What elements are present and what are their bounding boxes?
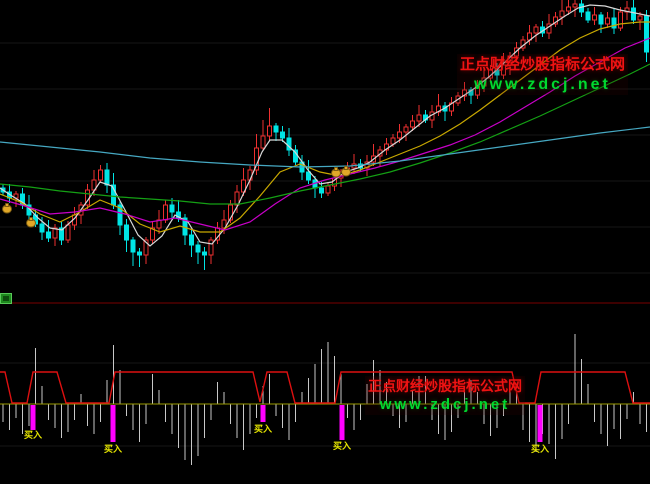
money-bag-icon [341,166,351,177]
money-bag-icon [331,167,341,178]
money-bag-icon [26,217,36,228]
ma-cyan [0,126,650,168]
ma-yellow [0,21,650,233]
ma-green [0,63,650,205]
buy-label: 买入 [254,424,272,434]
buy-label: 买入 [333,441,351,451]
buy-label: 买入 [104,444,122,454]
gridlines [0,42,650,447]
ma-white [0,4,650,247]
left-edge-badge-icon [0,293,12,304]
money-bag-icon [2,203,12,214]
candlestick-panel [0,0,650,270]
histogram-bars [2,334,647,465]
ma-magenta [0,37,650,231]
buy-label: 买入 [24,430,42,440]
buy-label: 买入 [531,444,549,454]
signal-step-line [0,371,650,404]
